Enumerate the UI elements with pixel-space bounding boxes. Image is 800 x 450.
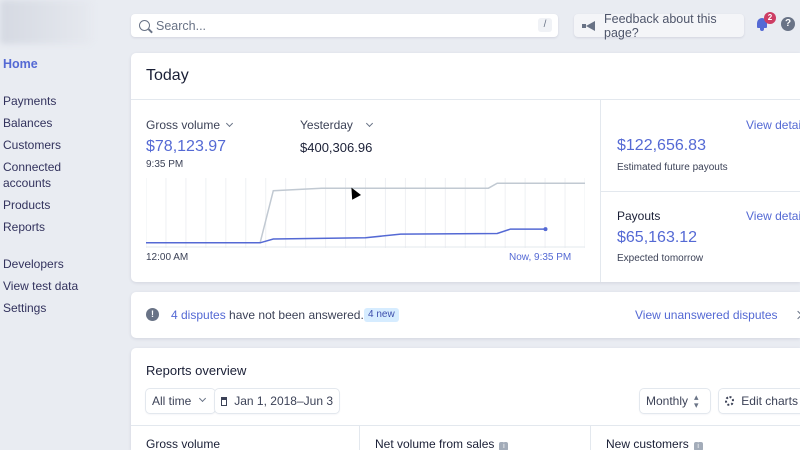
payouts-value: $65,163.12 — [617, 229, 698, 246]
range-select-label: All time — [152, 394, 192, 408]
chevron-down-icon — [365, 119, 373, 128]
report-column-label: New customers — [606, 437, 689, 450]
chart-current-point — [543, 227, 548, 232]
reports-title: Reports overview — [146, 363, 247, 378]
range-select[interactable]: All time — [146, 389, 215, 413]
gross-volume-chart — [146, 178, 585, 248]
report-column-net-volume[interactable]: Net volume from sales i — [375, 437, 509, 450]
info-icon[interactable]: i — [499, 442, 509, 450]
sort-arrows-icon: ▴ ▾ — [694, 392, 699, 410]
edit-charts-button[interactable]: Edit charts — [719, 389, 800, 413]
sidebar-item-balances[interactable]: Balances — [3, 116, 53, 130]
alert-icon: ! — [146, 308, 159, 321]
edit-charts-label: Edit charts — [741, 394, 798, 408]
future-payouts-value: $122,656.83 — [617, 137, 706, 154]
date-range-picker[interactable]: Jan 1, 2018–Jun 3 — [215, 389, 339, 413]
compare-period-selector[interactable]: Yesterday — [300, 118, 373, 132]
search-shortcut-key: / — [538, 18, 552, 32]
sidebar-item-developers[interactable]: Developers — [3, 257, 64, 271]
divider — [131, 99, 800, 100]
future-payouts-view-details-link[interactable]: View details — [746, 118, 800, 132]
compare-period-value: $400,306.96 — [300, 140, 373, 155]
chevron-down-icon — [199, 394, 207, 402]
sidebar: Home Payments Balances Customers Connect… — [0, 0, 120, 450]
x-axis-end-label: Now, 9:35 PM — [509, 252, 572, 263]
search-placeholder: Search... — [156, 18, 207, 33]
gross-volume-label: Gross volume — [146, 118, 221, 132]
chart-series-yesterday — [146, 182, 585, 244]
gross-volume-selector[interactable]: Gross volume — [146, 118, 234, 132]
interval-select-label: Monthly — [646, 394, 689, 408]
help-icon[interactable]: ? — [781, 17, 795, 31]
chart-series-gross-volume — [146, 228, 546, 244]
disputes-count-link[interactable]: 4 disputes — [171, 308, 226, 322]
payouts-view-details-link[interactable]: View details — [746, 209, 800, 223]
sidebar-item-home[interactable]: Home — [3, 57, 38, 71]
divider — [590, 425, 591, 450]
sidebar-item-connected-accounts-line2[interactable]: accounts — [3, 176, 52, 190]
search-icon — [139, 20, 150, 31]
account-logo[interactable] — [0, 0, 92, 44]
sidebar-item-customers[interactable]: Customers — [3, 138, 62, 152]
divider — [600, 100, 601, 282]
gross-volume-value: $78,123.97 — [146, 138, 227, 155]
divider — [131, 425, 800, 426]
future-payouts-caption: Estimated future payouts — [617, 162, 728, 173]
gross-volume-time: 9:35 PM — [146, 159, 184, 170]
disputes-message: 4 disputes have not been answered. — [171, 308, 364, 322]
new-disputes-badge: 4 new — [364, 308, 399, 322]
info-icon[interactable]: i — [693, 442, 703, 450]
bell-icon[interactable] — [756, 18, 768, 31]
reports-overview-card: Reports overview All time Jan 1, 2018–Ju… — [131, 348, 800, 450]
sidebar-item-reports[interactable]: Reports — [3, 220, 46, 234]
x-axis-start-label: 12:00 AM — [146, 252, 189, 263]
sidebar-item-connected-accounts[interactable]: Connected — [3, 160, 62, 174]
payouts-caption: Expected tomorrow — [617, 253, 704, 264]
feedback-label: Feedback about this page? — [604, 11, 717, 40]
report-column-gross-volume[interactable]: Gross volume — [146, 437, 220, 450]
report-column-label: Gross volume — [146, 437, 221, 450]
disputes-banner: ! 4 disputes have not been answered. 4 n… — [131, 292, 800, 338]
search-input[interactable]: Search... / — [131, 14, 558, 37]
chevron-down-icon — [225, 119, 234, 128]
sidebar-item-view-test-data[interactable]: View test data — [3, 279, 79, 293]
date-range-label: Jan 1, 2018–Jun 3 — [234, 394, 333, 408]
view-unanswered-disputes-link[interactable]: View unanswered disputes — [635, 308, 778, 322]
interval-select[interactable]: Monthly ▴ ▾ — [640, 389, 710, 413]
notifications-badge: 2 — [764, 12, 776, 24]
compare-period-label: Yesterday — [300, 118, 353, 132]
chevron-right-icon[interactable] — [793, 310, 800, 320]
divider — [601, 191, 800, 192]
report-column-label: Net volume from sales — [375, 437, 495, 450]
today-card: Today Gross volume $78,123.97 9:35 PM Ye… — [131, 53, 800, 282]
feedback-button[interactable]: Feedback about this page? — [574, 11, 744, 40]
divider — [359, 425, 360, 450]
calendar-icon — [221, 396, 228, 406]
sidebar-item-products[interactable]: Products — [3, 198, 51, 212]
gear-icon — [725, 396, 735, 406]
megaphone-icon — [582, 20, 595, 31]
sidebar-item-payments[interactable]: Payments — [3, 94, 57, 108]
sidebar-item-settings[interactable]: Settings — [3, 301, 47, 315]
disputes-message-text: have not been answered. — [225, 308, 364, 322]
payouts-label: Payouts — [617, 209, 661, 223]
report-column-new-customers[interactable]: New customers i — [606, 437, 703, 450]
today-title: Today — [146, 67, 189, 84]
